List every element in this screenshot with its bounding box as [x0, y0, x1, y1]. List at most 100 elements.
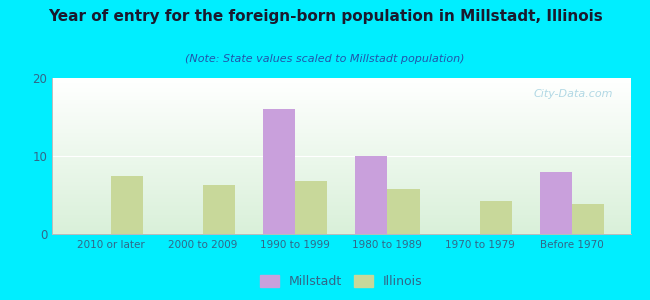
- Bar: [52, 147, 630, 148]
- Bar: [52, 192, 630, 193]
- Bar: [52, 87, 630, 88]
- Bar: [52, 130, 630, 131]
- Bar: [52, 96, 630, 97]
- Bar: [52, 223, 630, 224]
- Bar: [52, 168, 630, 169]
- Bar: [263, 109, 295, 234]
- Bar: [52, 113, 630, 114]
- Bar: [52, 182, 630, 183]
- Bar: [52, 185, 630, 186]
- Bar: [52, 128, 630, 129]
- Bar: [52, 213, 630, 214]
- Bar: [52, 154, 630, 155]
- Bar: [52, 165, 630, 166]
- Bar: [52, 188, 630, 189]
- Bar: [52, 138, 630, 139]
- Bar: [52, 199, 630, 200]
- Bar: [52, 228, 630, 229]
- Bar: [52, 79, 630, 80]
- Bar: [52, 219, 630, 220]
- Bar: [52, 80, 630, 81]
- Bar: [52, 108, 630, 109]
- Bar: [52, 133, 630, 134]
- Bar: [52, 151, 630, 152]
- Bar: [52, 209, 630, 210]
- Bar: [52, 111, 630, 112]
- Bar: [52, 184, 630, 185]
- Bar: [52, 115, 630, 116]
- Bar: [52, 142, 630, 143]
- Bar: [52, 106, 630, 107]
- Bar: [52, 175, 630, 176]
- Bar: [52, 159, 630, 160]
- Bar: [52, 176, 630, 177]
- Bar: [52, 181, 630, 182]
- Bar: [52, 167, 630, 168]
- Bar: [52, 110, 630, 111]
- Bar: [52, 183, 630, 184]
- Bar: [52, 103, 630, 104]
- Bar: [52, 196, 630, 197]
- Bar: [52, 118, 630, 119]
- Bar: [52, 149, 630, 150]
- Bar: [52, 146, 630, 147]
- Bar: [52, 193, 630, 194]
- Bar: [52, 230, 630, 231]
- Bar: [52, 150, 630, 151]
- Bar: [52, 207, 630, 208]
- Bar: [52, 217, 630, 218]
- Bar: [52, 116, 630, 117]
- Bar: [52, 155, 630, 156]
- Bar: [52, 91, 630, 92]
- Bar: [111, 176, 143, 234]
- Bar: [52, 218, 630, 219]
- Bar: [52, 120, 630, 121]
- Bar: [52, 157, 630, 158]
- Bar: [52, 170, 630, 171]
- Bar: [52, 232, 630, 233]
- Bar: [52, 102, 630, 103]
- Bar: [52, 178, 630, 179]
- Bar: [52, 158, 630, 159]
- Bar: [52, 121, 630, 122]
- Bar: [52, 94, 630, 95]
- Bar: [52, 212, 630, 213]
- Bar: [52, 202, 630, 203]
- Bar: [52, 125, 630, 126]
- Bar: [52, 174, 630, 175]
- Bar: [203, 185, 235, 234]
- Bar: [52, 78, 630, 79]
- Bar: [52, 132, 630, 133]
- Bar: [52, 129, 630, 130]
- Bar: [52, 84, 630, 85]
- Bar: [52, 214, 630, 215]
- Bar: [52, 105, 630, 106]
- Bar: [52, 124, 630, 125]
- Bar: [480, 201, 512, 234]
- Bar: [52, 98, 630, 99]
- Bar: [52, 153, 630, 154]
- Bar: [52, 205, 630, 206]
- Bar: [52, 166, 630, 167]
- Bar: [52, 222, 630, 223]
- Bar: [52, 177, 630, 178]
- Bar: [52, 134, 630, 135]
- Bar: [52, 186, 630, 187]
- Bar: [52, 93, 630, 94]
- Bar: [52, 117, 630, 118]
- Bar: [52, 233, 630, 234]
- Bar: [52, 145, 630, 146]
- Bar: [52, 95, 630, 96]
- Bar: [52, 180, 630, 181]
- Bar: [52, 156, 630, 157]
- Bar: [52, 109, 630, 110]
- Bar: [52, 179, 630, 180]
- Bar: [52, 141, 630, 142]
- Bar: [52, 187, 630, 188]
- Bar: [52, 173, 630, 174]
- Bar: [52, 229, 630, 230]
- Bar: [52, 169, 630, 170]
- Legend: Millstadt, Illinois: Millstadt, Illinois: [255, 270, 428, 293]
- Bar: [52, 161, 630, 162]
- Bar: [52, 162, 630, 163]
